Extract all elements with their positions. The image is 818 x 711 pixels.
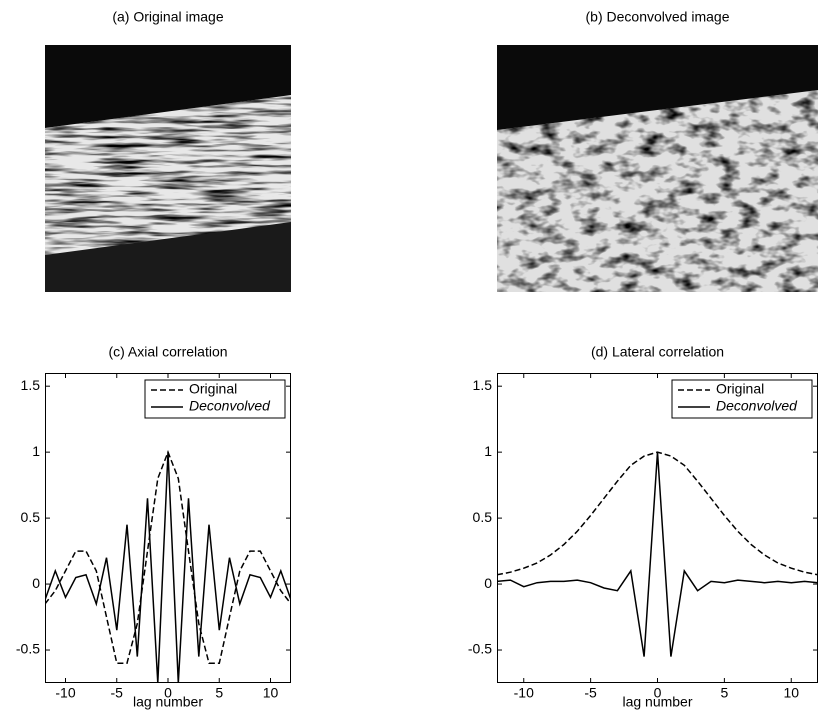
line (45, 450, 291, 664)
x-axis-label: lag number (133, 694, 203, 710)
image-b (497, 45, 818, 292)
y-tick-label: 0 (32, 575, 40, 591)
x-tick-label: 0 (164, 685, 172, 701)
x-tick-label: -5 (111, 685, 124, 701)
y-tick-label: 0.5 (473, 509, 493, 525)
legend-label: Deconvolved (716, 398, 798, 414)
line (45, 452, 291, 683)
legend-label: Deconvolved (189, 398, 271, 414)
x-tick-label: -10 (55, 685, 75, 701)
legend-label: Original (189, 381, 237, 397)
y-tick-label: 1 (32, 443, 40, 459)
y-tick-label: 1 (484, 443, 492, 459)
y-tick-label: 1.5 (473, 377, 493, 393)
chart-title: (c) Axial correlation (108, 344, 227, 360)
image-a (45, 45, 291, 292)
x-tick-label: 10 (783, 685, 799, 701)
axes-frame (497, 373, 818, 683)
x-tick-label: 0 (654, 685, 662, 701)
x-tick-label: 5 (720, 685, 728, 701)
x-tick-label: 10 (263, 685, 279, 701)
panel-title: (b) Deconvolved image (586, 9, 730, 25)
line (497, 451, 818, 576)
axes-frame (45, 373, 291, 683)
legend-box (144, 379, 286, 419)
x-tick-label: 5 (215, 685, 223, 701)
y-tick-label: 1.5 (21, 377, 41, 393)
y-tick-label: 0.5 (21, 509, 41, 525)
x-tick-label: -5 (584, 685, 597, 701)
chart-title: (d) Lateral correlation (591, 344, 724, 360)
x-tick-label: -10 (514, 685, 534, 701)
line (497, 452, 818, 657)
y-tick-label: -0.5 (16, 641, 40, 657)
legend-box (671, 379, 813, 419)
y-tick-label: -0.5 (468, 641, 492, 657)
y-tick-label: 0 (484, 575, 492, 591)
x-axis-label: lag number (622, 694, 692, 710)
legend-label: Original (716, 381, 764, 397)
panel-title: (a) Original image (112, 9, 223, 25)
